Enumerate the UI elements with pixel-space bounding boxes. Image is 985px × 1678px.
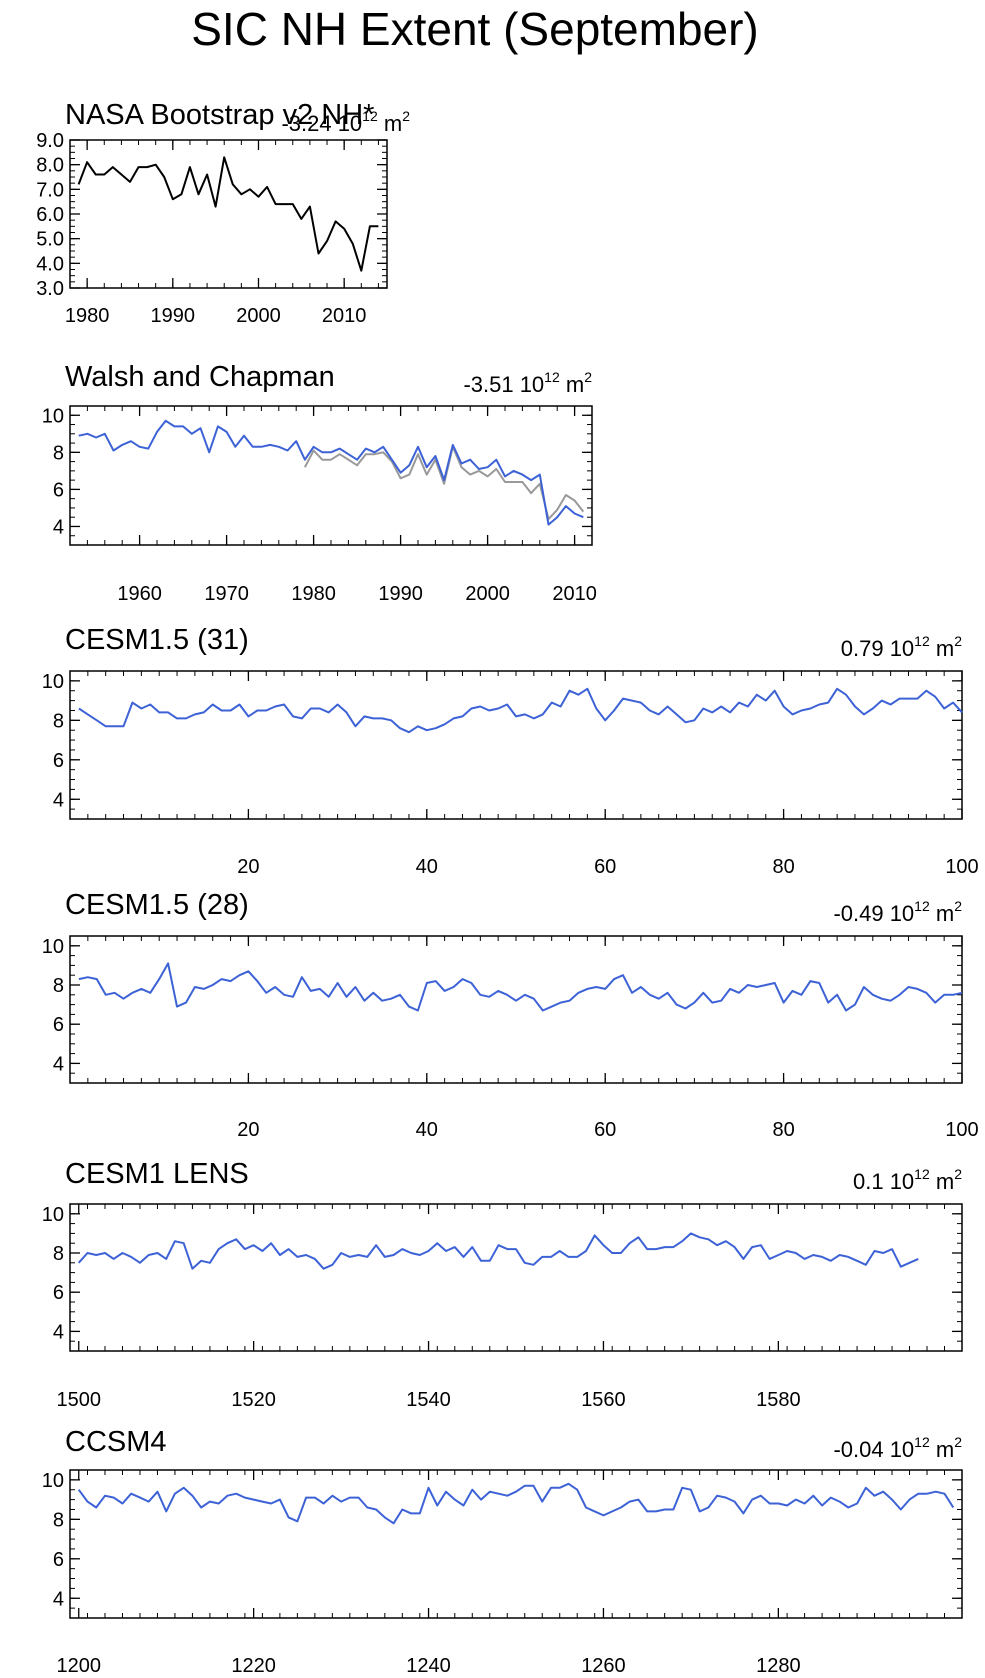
x-tick-label: 40 <box>416 1119 438 1141</box>
x-tick-label: 100 <box>945 1119 978 1141</box>
trend-label: -0.04 1012 m2 <box>833 1434 962 1462</box>
x-tick-label: 1960 <box>117 583 162 605</box>
plot-frame <box>69 405 593 546</box>
y-tick-label: 8 <box>53 710 64 732</box>
x-tick-label: 1980 <box>291 583 336 605</box>
panel-title: NASA Bootstrap v2 NH* <box>65 99 374 131</box>
plot-frame <box>69 1203 963 1352</box>
y-tick-label: 8 <box>53 442 64 464</box>
x-tick-label: 60 <box>594 856 616 878</box>
y-tick-label: 10 <box>42 405 64 427</box>
y-tick-label: 4 <box>53 516 64 538</box>
y-tick-label: 10 <box>42 1204 64 1226</box>
y-tick-label: 6 <box>53 1549 64 1571</box>
x-tick-label: 1200 <box>56 1655 101 1677</box>
plot-frame <box>69 670 963 820</box>
x-tick-label: 1260 <box>581 1655 626 1677</box>
y-tick-label: 4 <box>53 1588 64 1610</box>
y-tick-label: 8 <box>53 1509 64 1531</box>
x-tick-label: 80 <box>772 856 794 878</box>
chart-panel: 1980 1990 2000 2010 3.0 4.05.0 6.0 7.08.0 9.0NAS… <box>36 99 410 327</box>
series-line <box>78 962 963 1012</box>
series-line <box>78 687 963 734</box>
plot-frame <box>69 1469 963 1619</box>
x-tick-label: 1220 <box>231 1655 276 1677</box>
y-tick-label: 6 <box>53 479 64 501</box>
y-tick-label: 7.0 <box>36 179 64 201</box>
x-tick-label: 1540 <box>406 1389 451 1411</box>
series-line <box>304 445 585 521</box>
y-tick-label: 3.0 <box>36 278 64 300</box>
x-tick-label: 2000 <box>465 583 510 605</box>
x-tick-label: 1240 <box>406 1655 451 1677</box>
y-tick-label: 4 <box>53 789 64 811</box>
y-tick-label: 6 <box>53 1282 64 1304</box>
panel-title: Walsh and Chapman <box>65 361 335 393</box>
panel-title: CESM1.5 (28) <box>65 889 249 921</box>
series-line <box>77 1482 955 1525</box>
trend-label: -3.24 1012 m2 <box>281 108 410 136</box>
series-line <box>77 1232 919 1270</box>
figure-title: SIC NH Extent (September) <box>191 3 759 55</box>
y-tick-label: 8 <box>53 1243 64 1265</box>
y-tick-label: 8 <box>53 975 64 997</box>
x-tick-label: 1990 <box>151 305 196 327</box>
y-tick-label: 10 <box>42 671 64 693</box>
trend-label: 0.79 1012 m2 <box>841 633 962 661</box>
x-tick-label: 1970 <box>204 583 249 605</box>
x-tick-label: 1520 <box>231 1389 276 1411</box>
x-tick-label: 1500 <box>56 1389 101 1411</box>
panel-title: CCSM4 <box>65 1426 167 1458</box>
x-tick-label: 100 <box>945 856 978 878</box>
y-tick-label: 8.0 <box>36 155 64 177</box>
x-tick-label: 1980 <box>65 305 110 327</box>
y-tick-label: 4.0 <box>36 253 64 275</box>
trend-label: -3.51 1012 m2 <box>463 369 592 397</box>
x-tick-label: 20 <box>237 856 259 878</box>
y-tick-label: 10 <box>42 1470 64 1492</box>
trend-label: 0.1 1012 m2 <box>853 1166 962 1194</box>
y-tick-label: 6.0 <box>36 204 64 226</box>
y-tick-label: 5.0 <box>36 229 64 251</box>
panels: 1980 1990 2000 20103.04.05.06.07.08.09.0NAS… <box>36 99 979 1677</box>
x-tick-label: 1560 <box>581 1389 626 1411</box>
y-tick-label: 4 <box>53 1321 64 1343</box>
y-tick-label: 4 <box>53 1053 64 1075</box>
plot-frame <box>69 139 388 289</box>
x-tick-label: 20 <box>237 1119 259 1141</box>
plot-frame <box>69 935 963 1084</box>
panel-title: CESM1.5 (31) <box>65 624 249 656</box>
x-tick-label: 80 <box>772 1119 794 1141</box>
y-tick-label: 10 <box>42 936 64 958</box>
panel-title: CESM1 LENS <box>65 1158 249 1190</box>
x-tick-label: 2010 <box>322 305 367 327</box>
series-line <box>77 156 379 272</box>
y-tick-label: 6 <box>53 750 64 772</box>
y-tick-label: 9.0 <box>36 130 64 152</box>
x-tick-label: 40 <box>416 856 438 878</box>
x-tick-label: 60 <box>594 1119 616 1141</box>
trend-label: -0.49 1012 m2 <box>833 898 962 926</box>
x-tick-label: 2010 <box>552 583 597 605</box>
x-tick-label: 2000 <box>236 305 281 327</box>
series-line <box>78 419 584 526</box>
y-tick-label: 6 <box>53 1014 64 1036</box>
x-tick-label: 1580 <box>756 1389 801 1411</box>
x-tick-label: 1990 <box>378 583 423 605</box>
x-tick-label: 1280 <box>756 1655 801 1677</box>
